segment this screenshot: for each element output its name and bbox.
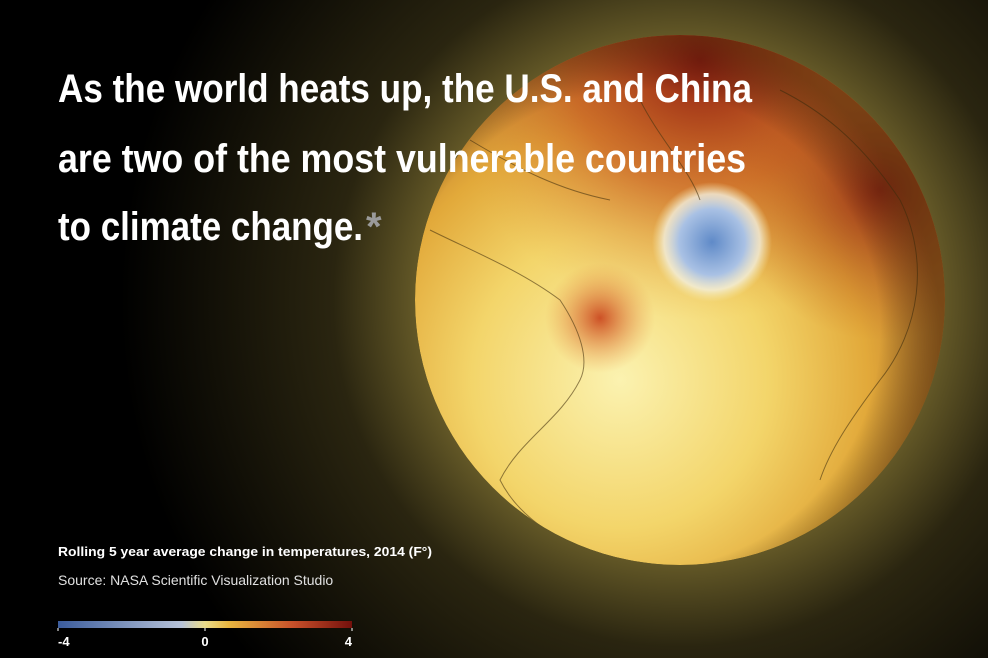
headline-line: are two of the most vulnerable countries xyxy=(58,137,746,181)
tick-label: 4 xyxy=(345,634,353,649)
caption: Rolling 5 year average change in tempera… xyxy=(58,544,432,559)
tick-label: 0 xyxy=(201,634,208,649)
headline-line: As the world heats up, the U.S. and Chin… xyxy=(58,67,753,111)
colorbar-ticks: -4 0 4 xyxy=(57,628,353,649)
headline-line: to climate change. xyxy=(58,205,363,249)
tick-label: -4 xyxy=(58,634,70,649)
colorbar xyxy=(58,621,352,628)
headline: As the world heats up, the U.S. and Chin… xyxy=(58,67,753,249)
globe xyxy=(415,35,945,565)
source: Source: NASA Scientific Visualization St… xyxy=(58,572,333,588)
asterisk: * xyxy=(366,205,382,249)
